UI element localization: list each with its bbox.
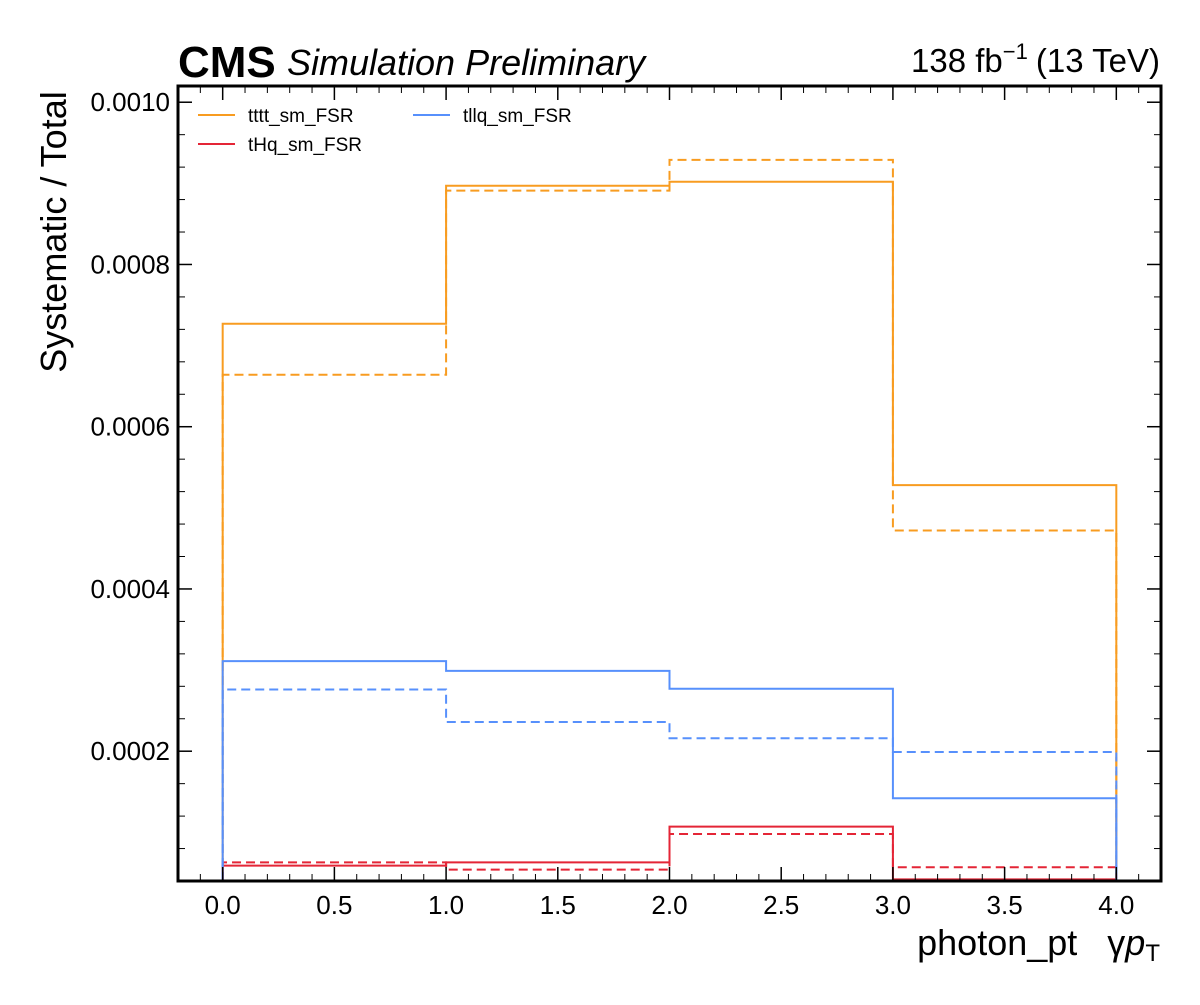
ticks-layer: 0.0 0.5 1.0 1.5 2.0 2.5 3.0 3.5 4.0 0.0002 0.0004 0…: [90, 86, 1162, 920]
x-tick-label: 2.0: [651, 890, 687, 920]
series-line-tllq_sm_FSR-solid: [221, 660, 1118, 881]
y-tick-label: 0.0002: [90, 736, 170, 766]
series-line-tttt_sm_FSR-solid: [221, 180, 1118, 881]
lumi-energy: (13 TeV): [1036, 42, 1160, 79]
y-tick-label: 0.0006: [90, 412, 170, 442]
plot-frame: [176, 84, 1163, 883]
legend-label-tllq_sm_FSR: tllq_sm_FSR: [463, 106, 572, 127]
x-tick-label: 0.0: [205, 890, 241, 920]
x-axis-label-var: p: [1124, 922, 1145, 963]
lumi-exponent: −1: [1003, 39, 1028, 64]
y-tick-label: 0.0010: [90, 87, 170, 117]
x-tick-label: 4.0: [1098, 890, 1134, 920]
series-line-tllq_sm_FSR-dashed-dashed: [221, 688, 1118, 881]
x-tick-label: 2.5: [763, 890, 799, 920]
y-tick-label: 0.0008: [90, 249, 170, 279]
x-axis-label-symbol: γ: [1107, 922, 1125, 963]
x-tick-label: 3.5: [987, 890, 1023, 920]
x-tick-label: 3.0: [875, 890, 911, 920]
y-tick-label: 0.0004: [90, 574, 170, 604]
series-layer: [221, 158, 1118, 881]
x-axis-label-sub: T: [1145, 940, 1160, 967]
lumi-value: 138 fb: [911, 42, 1003, 79]
luminosity-label: 138 fb−1 (13 TeV): [911, 39, 1160, 79]
legend: tttt_sm_FSR tHq_sm_FSR tllq_sm_FSR: [198, 106, 572, 156]
legend-label-tttt_sm_FSR: tttt_sm_FSR: [248, 106, 354, 127]
x-tick-label: 1.5: [540, 890, 576, 920]
x-axis-label-name: photon_pt: [917, 922, 1077, 963]
y-axis-label: Systematic / Total: [33, 91, 74, 372]
legend-label-tHq_sm_FSR: tHq_sm_FSR: [248, 135, 362, 156]
series-line-tttt_sm_FSR-dashed-dashed: [221, 158, 1118, 881]
cms-label: CMS: [178, 38, 276, 87]
x-tick-label: 0.5: [316, 890, 352, 920]
simulation-preliminary-label: Simulation Preliminary: [287, 42, 647, 83]
x-axis-label: photon_pt γpT: [917, 922, 1160, 967]
x-tick-label: 1.0: [428, 890, 464, 920]
